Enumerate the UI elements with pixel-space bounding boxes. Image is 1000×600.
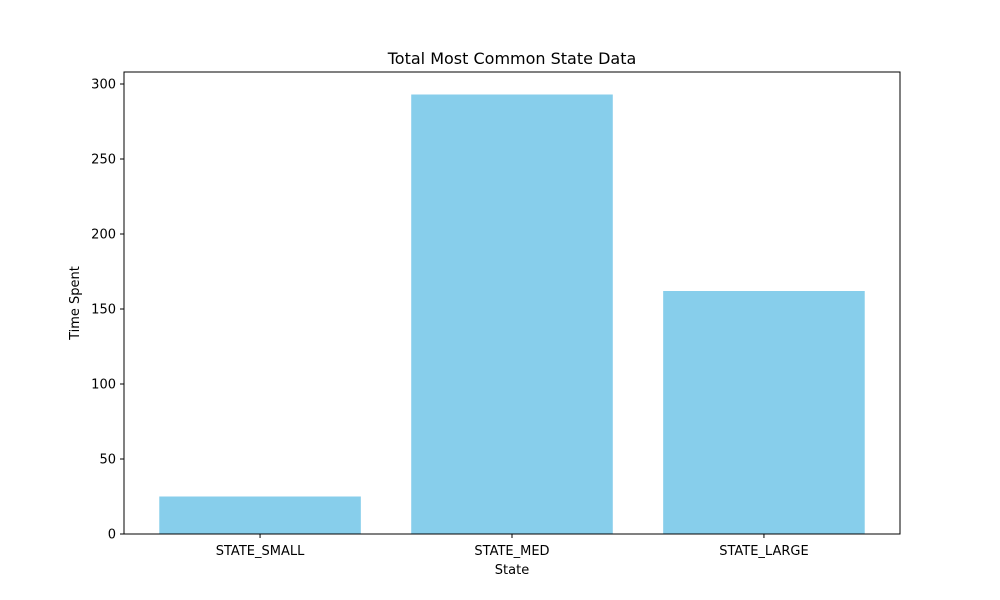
chart-title: Total Most Common State Data	[387, 49, 637, 68]
y-tick-label: 200	[91, 228, 116, 243]
x-axis-ticks: STATE_SMALL STATE_MED STATE_LARGE	[216, 534, 809, 559]
y-tick-label: 250	[91, 153, 116, 168]
plot-frame	[123, 71, 901, 535]
y-tick-label: 150	[91, 303, 116, 318]
y-tick-label: 0	[108, 528, 116, 543]
x-tick-label: STATE_SMALL	[216, 544, 305, 559]
bar-state-small	[159, 496, 361, 534]
x-tick-label: STATE_MED	[474, 544, 549, 559]
x-tick-label: STATE_LARGE	[719, 544, 808, 559]
bars-layer	[159, 94, 865, 534]
bar-state-large	[663, 291, 865, 534]
x-axis-label: State	[495, 563, 529, 578]
y-tick-label: 100	[91, 378, 116, 393]
y-axis-ticks: 0 50 100 150 200 250 300	[91, 78, 124, 543]
y-tick-label: 300	[91, 78, 116, 93]
y-axis-label: Time Spent	[68, 266, 83, 341]
bar-state-med	[411, 94, 613, 534]
y-tick-label: 50	[99, 453, 116, 468]
